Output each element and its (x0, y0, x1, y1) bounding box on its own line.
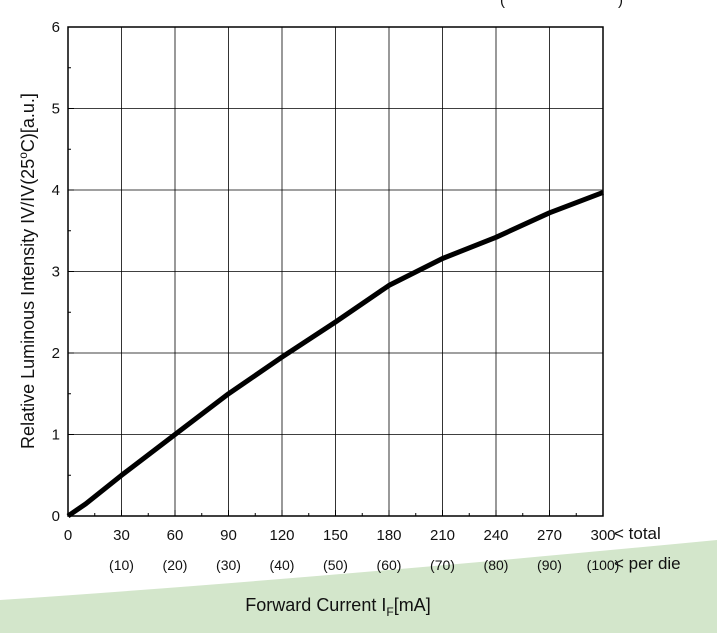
y-tick-label: 6 (52, 19, 60, 36)
y-tick-label: 0 (52, 508, 60, 525)
cropped-header-fragment-end: ) (618, 0, 623, 9)
grid (67, 26, 604, 517)
x-sub-tick-label: (60) (377, 557, 402, 573)
x-tick-label: 180 (376, 527, 401, 544)
x-tick-label: 0 (64, 527, 72, 544)
x-sub-tick-label: (90) (537, 557, 562, 573)
x-sub-tick-label: (50) (323, 557, 348, 573)
x-sub-tick-label: (20) (163, 557, 188, 573)
x-sub-tick-labels: (10) (20) (30) (40) (50) (60) (70) (80) (90) (100… (109, 557, 619, 573)
series-line (66, 190, 604, 519)
x-tick-label: 270 (537, 527, 562, 544)
x-tick-label: 300 (590, 527, 615, 544)
y-tick-label: 5 (52, 101, 60, 118)
x-tick-label: 30 (113, 527, 130, 544)
x-sub-tick-label: (70) (430, 557, 455, 573)
x-sub-tick-label: (40) (270, 557, 295, 573)
x-tick-labels: 0 30 60 90 120 150 180 210 240 270 300 (64, 527, 616, 544)
x-sub-tick-label: (100) (587, 557, 620, 573)
x-tick-label: 240 (483, 527, 508, 544)
green-swoosh-decoration (0, 540, 717, 633)
y-axis-title: Relative Luminous Intensity IV/IV(25oC)[… (16, 93, 38, 449)
x-tick-label: 210 (430, 527, 455, 544)
x-tick-label: 150 (323, 527, 348, 544)
x-tick-label: 60 (167, 527, 184, 544)
x-sub-row-label: < per die (614, 554, 681, 573)
x-sub-tick-label: (10) (109, 557, 134, 573)
y-tick-label: 2 (52, 345, 60, 362)
x-tick-label: 120 (269, 527, 294, 544)
x-tick-label: 90 (220, 527, 237, 544)
x-axis-title: Forward Current IF[mA] (245, 595, 430, 619)
x-sub-tick-label: (80) (484, 557, 509, 573)
y-tick-labels: 0 1 2 3 4 5 6 (52, 19, 60, 525)
x-sub-tick-label: (30) (216, 557, 241, 573)
cropped-header-fragment: ( (500, 0, 505, 9)
y-tick-label: 1 (52, 427, 60, 444)
y-tick-label: 4 (52, 182, 60, 199)
y-tick-label: 3 (52, 264, 60, 281)
x-row-label: < total (614, 524, 661, 543)
